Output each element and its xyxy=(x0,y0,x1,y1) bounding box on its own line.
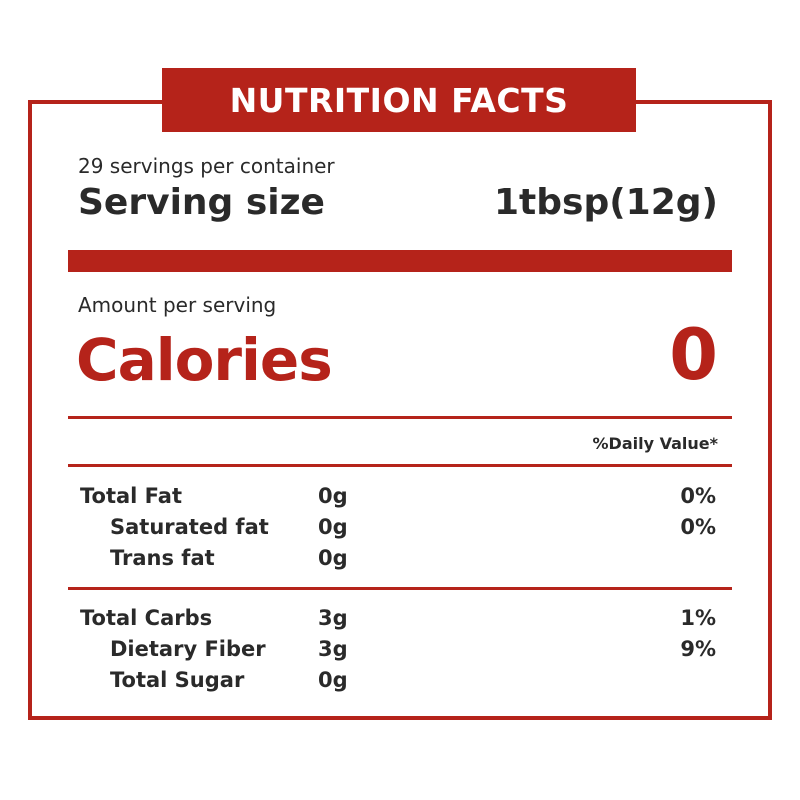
amount-per-serving: Amount per serving xyxy=(78,293,277,317)
serving-size-label: Serving size xyxy=(78,182,325,223)
nutrient-daily-value: 9% xyxy=(680,637,716,661)
nutrient-amount: 3g xyxy=(318,637,348,661)
divider xyxy=(68,416,732,419)
nutrient-amount: 0g xyxy=(318,515,348,539)
nutrient-name: Trans fat xyxy=(110,546,215,570)
nutrient-daily-value: 0% xyxy=(680,515,716,539)
nutrient-amount: 0g xyxy=(318,546,348,570)
nutrition-label-border xyxy=(28,100,772,720)
nutrient-daily-value: 0% xyxy=(680,484,716,508)
nutrient-row-total-carbs: Total Carbs 3g 1% xyxy=(0,606,800,636)
nutrient-row-saturated-fat: Saturated fat 0g 0% xyxy=(0,515,800,545)
nutrient-name: Total Sugar xyxy=(110,668,245,692)
nutrient-daily-value: 1% xyxy=(680,606,716,630)
servings-per-container: 29 servings per container xyxy=(78,154,335,178)
thick-divider xyxy=(68,250,732,272)
nutrient-name: Saturated fat xyxy=(110,515,269,539)
serving-size-value: 1tbsp(12g) xyxy=(494,182,718,223)
nutrient-amount: 0g xyxy=(318,484,348,508)
nutrient-amount: 0g xyxy=(318,668,348,692)
divider xyxy=(68,464,732,467)
nutrient-name: Total Carbs xyxy=(80,606,213,630)
nutrient-amount: 3g xyxy=(318,606,348,630)
nutrient-row-total-sugar: Total Sugar 0g xyxy=(0,668,800,698)
label-title: NUTRITION FACTS xyxy=(162,68,636,132)
nutrient-name: Total Fat xyxy=(80,484,183,508)
calories-value: 0 xyxy=(669,314,718,396)
divider xyxy=(68,587,732,590)
daily-value-header: %Daily Value* xyxy=(592,434,718,453)
nutrient-row-total-fat: Total Fat 0g 0% xyxy=(0,484,800,514)
nutrient-row-trans-fat: Trans fat 0g xyxy=(0,546,800,576)
calories-label: Calories xyxy=(76,326,333,394)
nutrient-row-dietary-fiber: Dietary Fiber 3g 9% xyxy=(0,637,800,667)
nutrient-name: Dietary Fiber xyxy=(110,637,266,661)
